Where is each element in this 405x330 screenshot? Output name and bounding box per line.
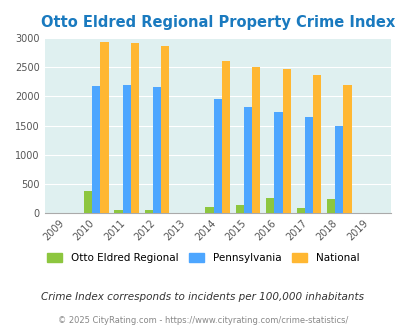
Bar	[114, 210, 122, 213]
Bar	[296, 208, 304, 213]
Bar	[130, 43, 139, 213]
Bar	[252, 67, 260, 213]
Bar	[335, 126, 343, 213]
Bar	[326, 199, 335, 213]
Bar	[161, 46, 169, 213]
Bar	[282, 69, 290, 213]
Bar	[122, 85, 130, 213]
Bar	[144, 210, 153, 213]
Bar	[84, 191, 92, 213]
Bar	[312, 76, 320, 213]
Bar	[304, 117, 312, 213]
Bar	[213, 99, 222, 213]
Legend: Otto Eldred Regional, Pennsylvania, National: Otto Eldred Regional, Pennsylvania, Nati…	[43, 249, 362, 267]
Text: Crime Index corresponds to incidents per 100,000 inhabitants: Crime Index corresponds to incidents per…	[41, 292, 364, 302]
Bar	[222, 61, 230, 213]
Bar	[100, 42, 108, 213]
Bar	[205, 207, 213, 213]
Bar	[153, 87, 161, 213]
Bar	[266, 198, 274, 213]
Bar	[274, 112, 282, 213]
Bar	[343, 85, 351, 213]
Bar	[243, 107, 252, 213]
Title: Otto Eldred Regional Property Crime Index: Otto Eldred Regional Property Crime Inde…	[40, 15, 394, 30]
Bar	[92, 86, 100, 213]
Text: © 2025 CityRating.com - https://www.cityrating.com/crime-statistics/: © 2025 CityRating.com - https://www.city…	[58, 315, 347, 325]
Bar	[235, 205, 243, 213]
